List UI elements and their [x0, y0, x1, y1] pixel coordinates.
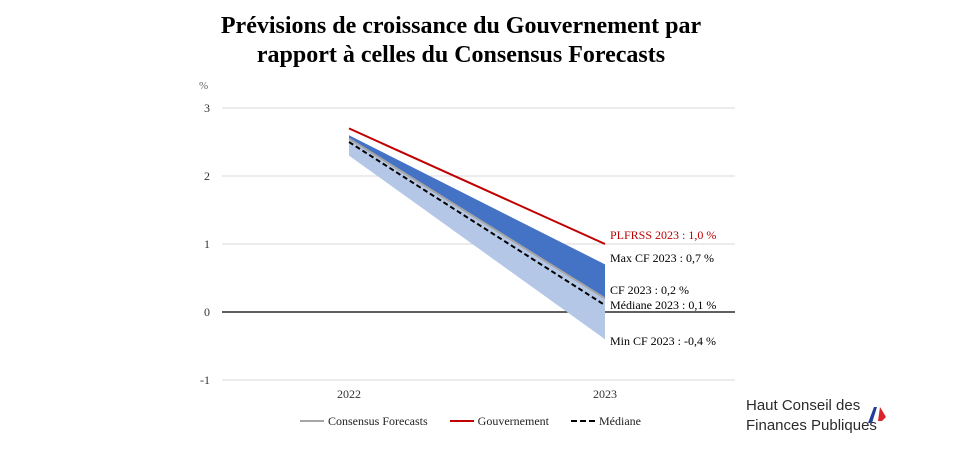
series-lines [348, 127, 606, 307]
chart-title-line-2: rapport à celles du Consensus Forecasts [256, 42, 666, 68]
logo-line-2: Finances Publiques [746, 417, 877, 434]
series-line-consensus-forecasts [348, 137, 606, 300]
y-tick-label: 3 [204, 101, 210, 115]
annotation-label: Min CF 2023 : -0,4 % [610, 334, 716, 348]
annotation-label: Médiane 2023 : 0,1 % [610, 298, 716, 312]
y-axis-unit-label: % [199, 80, 208, 92]
legend: Consensus Forecasts Gouvernement Médiane [300, 413, 641, 429]
annotation-label: Max CF 2023 : 0,7 % [610, 251, 714, 265]
x-tick-label: 2022 [337, 387, 361, 401]
annotation-label: PLFRSS 2023 : 1,0 % [610, 228, 716, 242]
logo-flag-red-stroke [878, 407, 886, 421]
y-tick-label: 2 [204, 169, 210, 183]
range-band [349, 135, 605, 340]
chart-title: Prévisions de croissance du Gouvernement… [0, 12, 922, 70]
x-tick-label: 2023 [593, 387, 617, 401]
logo-line-1: Haut Conseil des [746, 397, 861, 414]
legend-swatch-mediane [570, 420, 595, 422]
legend-item-mediane: Médiane [570, 413, 641, 429]
legend-item-gouvernement: Gouvernement [449, 413, 549, 429]
annotation-label: CF 2023 : 0,2 % [610, 283, 689, 297]
x-axis: 2022 2023 [337, 387, 617, 401]
y-tick-label: 1 [204, 237, 210, 251]
logo-flag-blue-stroke [868, 407, 877, 423]
series-line-m-diane [348, 141, 606, 307]
chart-title-line-1: Prévisions de croissance du Gouvernement… [220, 13, 702, 39]
y-tick-label: 0 [204, 305, 210, 319]
series-line-gouvernement [348, 127, 606, 245]
legend-swatch-gouvernement [449, 420, 474, 422]
legend-label-consensus: Consensus Forecasts [328, 413, 428, 428]
y-tick-label: -1 [200, 373, 210, 387]
band-lower [349, 138, 605, 340]
legend-item-consensus: Consensus Forecasts [300, 414, 428, 429]
annotations: PLFRSS 2023 : 1,0 % Max CF 2023 : 0,7 % CF… [610, 228, 716, 348]
legend-label-gouvernement: Gouvernement [477, 413, 549, 428]
y-axis: 3 2 1 0 -1 [200, 101, 210, 387]
hcfp-logo: Haut Conseil des Finances Publiques [746, 396, 877, 436]
logo-flag-icon [868, 407, 886, 423]
legend-label-mediane: Médiane [598, 413, 641, 428]
legend-swatch-consensus [300, 420, 324, 422]
